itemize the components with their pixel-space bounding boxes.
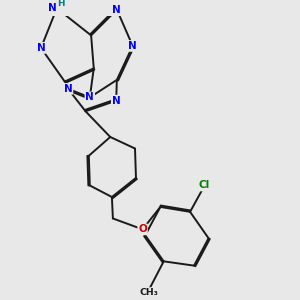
Text: N: N [85, 92, 94, 102]
Text: N: N [48, 3, 57, 13]
Text: N: N [64, 84, 72, 94]
Text: H: H [57, 0, 65, 8]
Text: N: N [112, 96, 121, 106]
Text: N: N [112, 5, 121, 15]
Text: Cl: Cl [199, 181, 210, 190]
Text: CH₃: CH₃ [140, 288, 159, 297]
Text: N: N [37, 43, 45, 53]
Text: N: N [128, 41, 137, 51]
Text: O: O [138, 224, 147, 234]
